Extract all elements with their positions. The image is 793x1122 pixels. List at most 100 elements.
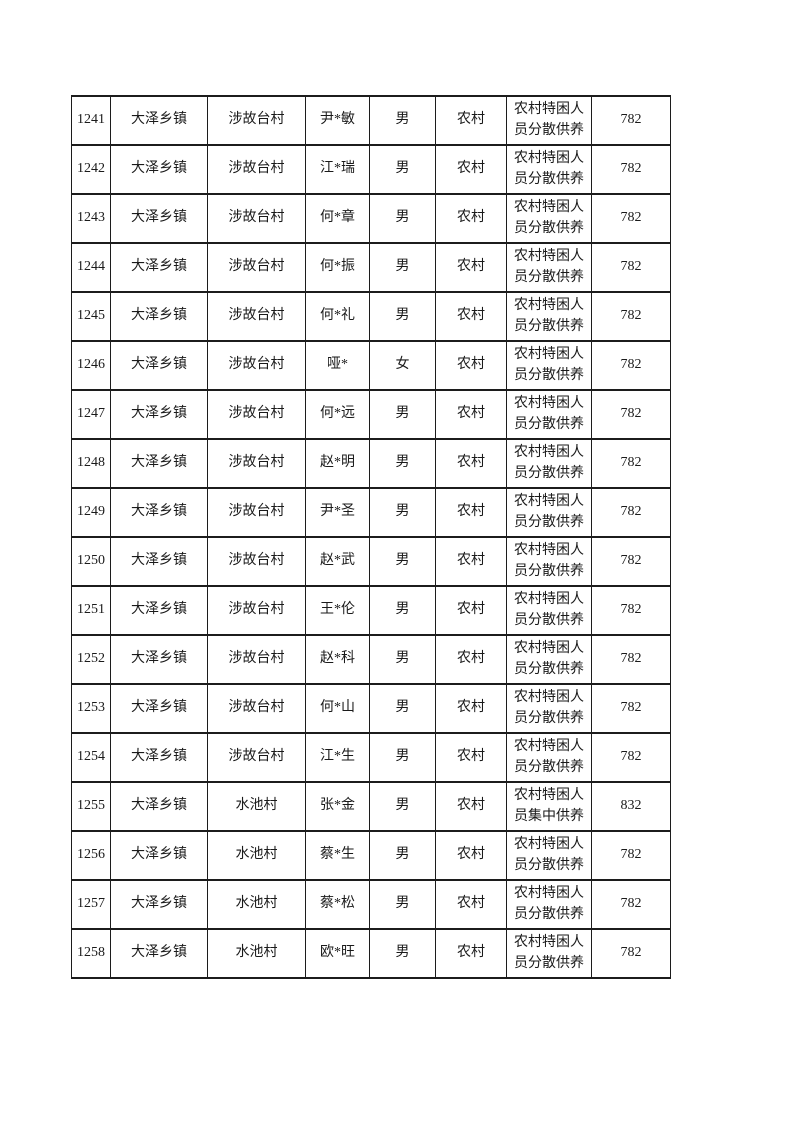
cell-support-type: 农村特困人员分散供养 bbox=[506, 242, 592, 293]
cell-support-type: 农村特困人员分散供养 bbox=[506, 389, 592, 440]
cell-village: 涉故台村 bbox=[207, 536, 306, 587]
cell-gender: 男 bbox=[369, 95, 436, 146]
cell-amount: 782 bbox=[591, 487, 671, 538]
cell-town: 大泽乡镇 bbox=[110, 487, 208, 538]
cell-name: 何*远 bbox=[305, 389, 370, 440]
cell-name: 张*金 bbox=[305, 781, 370, 832]
cell-gender: 男 bbox=[369, 732, 436, 783]
cell-gender: 男 bbox=[369, 879, 436, 930]
cell-amount: 782 bbox=[591, 585, 671, 636]
cell-name: 江*生 bbox=[305, 732, 370, 783]
cell-serial: 1246 bbox=[71, 340, 111, 391]
cell-village: 涉故台村 bbox=[207, 438, 306, 489]
cell-serial: 1256 bbox=[71, 830, 111, 881]
cell-amount: 782 bbox=[591, 193, 671, 244]
cell-town: 大泽乡镇 bbox=[110, 585, 208, 636]
cell-town: 大泽乡镇 bbox=[110, 830, 208, 881]
cell-village: 涉故台村 bbox=[207, 95, 306, 146]
cell-amount: 782 bbox=[591, 340, 671, 391]
cell-town: 大泽乡镇 bbox=[110, 634, 208, 685]
table-row: 1252 大泽乡镇 涉故台村 赵*科男农村 农村特困人员分散供养 782 bbox=[71, 634, 671, 685]
cell-region: 农村 bbox=[435, 340, 507, 391]
cell-serial: 1248 bbox=[71, 438, 111, 489]
cell-support-type: 农村特困人员分散供养 bbox=[506, 144, 592, 195]
cell-town: 大泽乡镇 bbox=[110, 95, 208, 146]
cell-region: 农村 bbox=[435, 95, 507, 146]
cell-amount: 782 bbox=[591, 879, 671, 930]
cell-serial: 1254 bbox=[71, 732, 111, 783]
welfare-recipients-table: 1241 大泽乡镇 涉故台村 尹*敏男农村 农村特困人员分散供养 782 1242 大泽乡镇涉… bbox=[71, 95, 671, 979]
cell-region: 农村 bbox=[435, 781, 507, 832]
cell-support-type: 农村特困人员分散供养 bbox=[506, 732, 592, 783]
cell-serial: 1244 bbox=[71, 242, 111, 293]
cell-amount: 782 bbox=[591, 389, 671, 440]
cell-name: 何*振 bbox=[305, 242, 370, 293]
cell-serial: 1252 bbox=[71, 634, 111, 685]
table-row: 1249 大泽乡镇 涉故台村 尹*圣男农村 农村特困人员分散供养 782 bbox=[71, 487, 671, 538]
cell-amount: 832 bbox=[591, 781, 671, 832]
cell-village: 涉故台村 bbox=[207, 291, 306, 342]
cell-gender: 男 bbox=[369, 438, 436, 489]
table-row: 1256 大泽乡镇 水池村 蔡*生男农村 农村特困人员分散供养 782 bbox=[71, 830, 671, 881]
cell-name: 哑* bbox=[305, 340, 370, 391]
cell-region: 农村 bbox=[435, 536, 507, 587]
cell-support-type: 农村特困人员分散供养 bbox=[506, 193, 592, 244]
cell-serial: 1242 bbox=[71, 144, 111, 195]
cell-name: 赵*武 bbox=[305, 536, 370, 587]
cell-region: 农村 bbox=[435, 732, 507, 783]
table-row: 1255 大泽乡镇 水池村 张*金男农村 农村特困人员集中供养 832 bbox=[71, 781, 671, 832]
cell-town: 大泽乡镇 bbox=[110, 340, 208, 391]
cell-town: 大泽乡镇 bbox=[110, 683, 208, 734]
cell-region: 农村 bbox=[435, 389, 507, 440]
cell-support-type: 农村特困人员分散供养 bbox=[506, 291, 592, 342]
cell-serial: 1247 bbox=[71, 389, 111, 440]
cell-support-type: 农村特困人员分散供养 bbox=[506, 487, 592, 538]
cell-region: 农村 bbox=[435, 830, 507, 881]
cell-town: 大泽乡镇 bbox=[110, 928, 208, 979]
cell-village: 涉故台村 bbox=[207, 683, 306, 734]
cell-serial: 1258 bbox=[71, 928, 111, 979]
cell-serial: 1251 bbox=[71, 585, 111, 636]
cell-name: 欧*旺 bbox=[305, 928, 370, 979]
cell-town: 大泽乡镇 bbox=[110, 242, 208, 293]
cell-amount: 782 bbox=[591, 732, 671, 783]
cell-region: 农村 bbox=[435, 879, 507, 930]
cell-amount: 782 bbox=[591, 683, 671, 734]
cell-amount: 782 bbox=[591, 242, 671, 293]
cell-village: 涉故台村 bbox=[207, 144, 306, 195]
cell-amount: 782 bbox=[591, 291, 671, 342]
cell-support-type: 农村特困人员分散供养 bbox=[506, 536, 592, 587]
cell-village: 水池村 bbox=[207, 879, 306, 930]
cell-gender: 男 bbox=[369, 291, 436, 342]
cell-gender: 男 bbox=[369, 634, 436, 685]
cell-name: 蔡*生 bbox=[305, 830, 370, 881]
cell-region: 农村 bbox=[435, 928, 507, 979]
cell-amount: 782 bbox=[591, 634, 671, 685]
cell-name: 蔡*松 bbox=[305, 879, 370, 930]
cell-gender: 男 bbox=[369, 487, 436, 538]
cell-village: 水池村 bbox=[207, 830, 306, 881]
cell-name: 何*礼 bbox=[305, 291, 370, 342]
cell-village: 涉故台村 bbox=[207, 732, 306, 783]
table-row: 1243 大泽乡镇 涉故台村 何*章男农村 农村特困人员分散供养 782 bbox=[71, 193, 671, 244]
table-row: 1258 大泽乡镇 水池村 欧*旺男农村 农村特困人员分散供养 782 bbox=[71, 928, 671, 979]
cell-amount: 782 bbox=[591, 536, 671, 587]
cell-region: 农村 bbox=[435, 144, 507, 195]
cell-region: 农村 bbox=[435, 291, 507, 342]
cell-support-type: 农村特困人员分散供养 bbox=[506, 683, 592, 734]
table-row: 1245 大泽乡镇 涉故台村 何*礼男农村 农村特困人员分散供养 782 bbox=[71, 291, 671, 342]
cell-gender: 男 bbox=[369, 193, 436, 244]
cell-support-type: 农村特困人员分散供养 bbox=[506, 634, 592, 685]
cell-amount: 782 bbox=[591, 95, 671, 146]
cell-support-type: 农村特困人员分散供养 bbox=[506, 830, 592, 881]
cell-serial: 1249 bbox=[71, 487, 111, 538]
cell-serial: 1250 bbox=[71, 536, 111, 587]
cell-town: 大泽乡镇 bbox=[110, 144, 208, 195]
cell-region: 农村 bbox=[435, 683, 507, 734]
cell-serial: 1245 bbox=[71, 291, 111, 342]
cell-town: 大泽乡镇 bbox=[110, 193, 208, 244]
cell-name: 赵*明 bbox=[305, 438, 370, 489]
cell-town: 大泽乡镇 bbox=[110, 732, 208, 783]
cell-name: 何*章 bbox=[305, 193, 370, 244]
cell-amount: 782 bbox=[591, 144, 671, 195]
